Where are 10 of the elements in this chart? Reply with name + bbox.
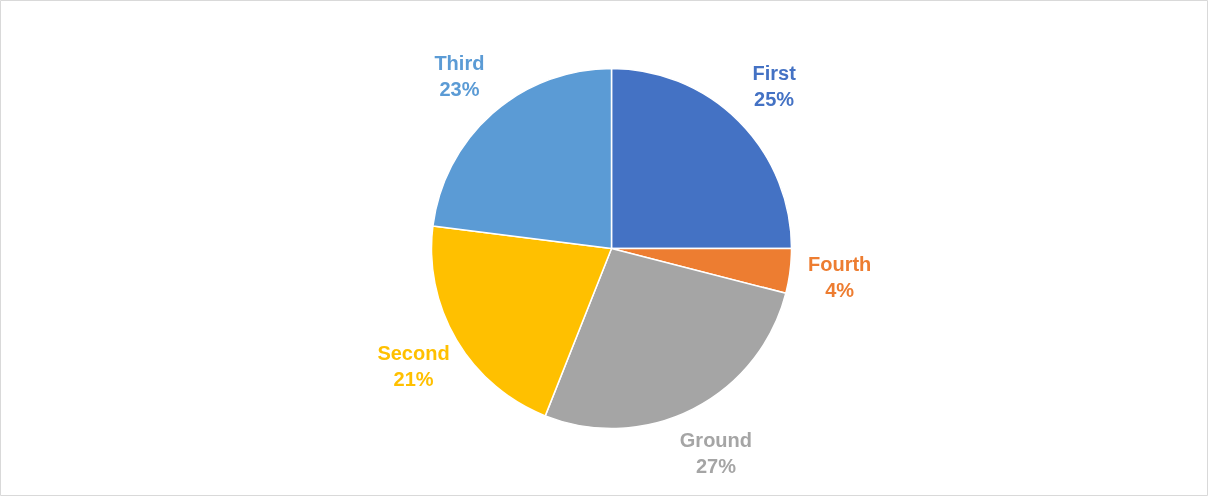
slice-label: Second: [377, 341, 450, 364]
data-label: 21%: [393, 367, 434, 390]
data-label: 27%: [695, 455, 737, 478]
slice-label: Fourth: [808, 253, 872, 276]
data-label: 25%: [754, 87, 795, 110]
slice-label: First: [752, 61, 797, 84]
data-label: 4%: [825, 279, 855, 302]
slice-label: Ground: [679, 429, 753, 452]
data-label: 23%: [439, 77, 480, 100]
slice-label: Third: [434, 51, 485, 74]
